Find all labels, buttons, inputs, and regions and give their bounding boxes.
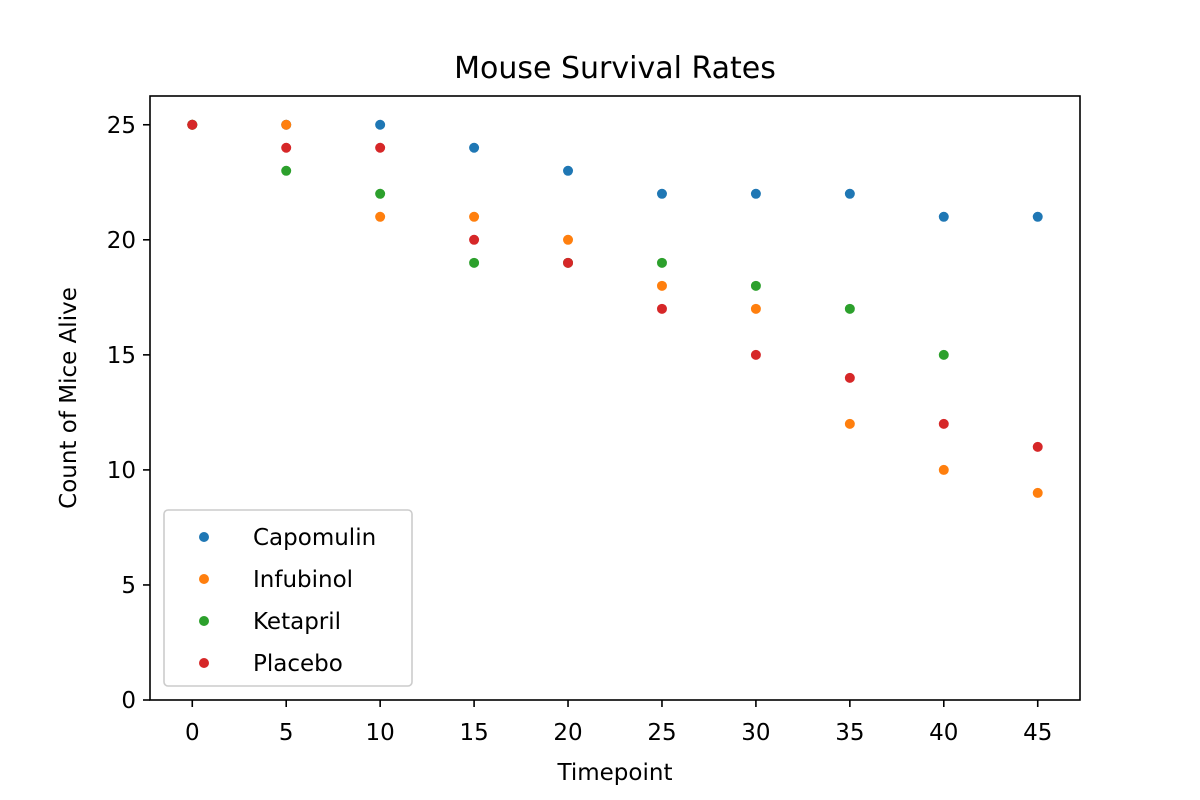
x-tick-label: 0 <box>185 720 200 746</box>
point-infubinol-40 <box>938 464 949 475</box>
point-capomulin-15 <box>469 142 480 153</box>
legend-marker-infubinol <box>199 574 209 584</box>
point-infubinol-30 <box>750 303 761 314</box>
point-placebo-5 <box>281 142 292 153</box>
point-capomulin-10 <box>375 119 386 130</box>
x-tick-label: 20 <box>553 720 582 746</box>
legend-box <box>163 509 413 687</box>
point-infubinol-15 <box>469 211 480 222</box>
legend-items: Capomulin Infubinol Ketapril Placebo <box>199 525 376 677</box>
data-points <box>187 119 1043 498</box>
point-infubinol-25 <box>656 280 667 291</box>
point-ketapril-15 <box>469 257 480 268</box>
x-axis-label: Timepoint <box>557 760 673 786</box>
y-tick-label: 15 <box>107 343 136 369</box>
legend-marker-placebo <box>199 658 209 668</box>
y-axis-label: Count of Mice Alive <box>56 287 82 509</box>
point-placebo-45 <box>1032 441 1043 452</box>
axes-frame <box>149 95 1081 701</box>
chart-title: Mouse Survival Rates <box>454 51 776 86</box>
point-ketapril-10 <box>375 188 386 199</box>
x-tick-label: 35 <box>835 720 864 746</box>
point-ketapril-40 <box>938 349 949 360</box>
x-tick-label: 30 <box>741 720 770 746</box>
point-capomulin-25 <box>656 188 667 199</box>
legend-label-placebo: Placebo <box>253 651 343 677</box>
y-tick-label: 25 <box>107 113 136 139</box>
x-tick-label: 10 <box>366 720 395 746</box>
legend-marker-ketapril <box>199 616 209 626</box>
x-axis-ticks: 0 5 10 15 20 25 30 35 40 45 <box>185 700 1052 746</box>
point-capomulin-30 <box>750 188 761 199</box>
x-tick-label: 15 <box>459 720 488 746</box>
legend-label-ketapril: Ketapril <box>253 609 341 635</box>
y-tick-label: 5 <box>121 573 136 599</box>
point-ketapril-30 <box>750 280 761 291</box>
point-infubinol-10 <box>375 211 386 222</box>
point-capomulin-35 <box>844 188 855 199</box>
point-capomulin-45 <box>1032 211 1043 222</box>
legend-marker-capomulin <box>199 532 209 542</box>
x-tick-label: 5 <box>279 720 294 746</box>
plot-area <box>149 95 1081 701</box>
point-ketapril-25 <box>656 257 667 268</box>
y-tick-label: 0 <box>121 688 136 714</box>
point-placebo-25 <box>656 303 667 314</box>
point-placebo-35 <box>844 372 855 383</box>
point-infubinol-35 <box>844 418 855 429</box>
legend: Capomulin Infubinol Ketapril Placebo <box>163 509 413 687</box>
point-placebo-15 <box>469 234 480 245</box>
point-placebo-40 <box>938 418 949 429</box>
point-placebo-0 <box>187 119 198 130</box>
point-infubinol-45 <box>1032 487 1043 498</box>
x-tick-label: 25 <box>647 720 676 746</box>
legend-label-capomulin: Capomulin <box>253 525 376 551</box>
y-tick-label: 20 <box>107 228 136 254</box>
x-tick-label: 40 <box>929 720 958 746</box>
point-placebo-20 <box>563 257 574 268</box>
legend-label-infubinol: Infubinol <box>253 567 353 593</box>
point-infubinol-5 <box>281 119 292 130</box>
y-axis-ticks: 0 5 10 15 20 25 <box>107 113 150 714</box>
y-tick-label: 10 <box>107 458 136 484</box>
point-placebo-10 <box>375 142 386 153</box>
point-ketapril-35 <box>844 303 855 314</box>
x-tick-label: 45 <box>1023 720 1052 746</box>
point-capomulin-40 <box>938 211 949 222</box>
point-capomulin-20 <box>563 165 574 176</box>
point-infubinol-20 <box>563 234 574 245</box>
point-placebo-30 <box>750 349 761 360</box>
point-ketapril-5 <box>281 165 292 176</box>
